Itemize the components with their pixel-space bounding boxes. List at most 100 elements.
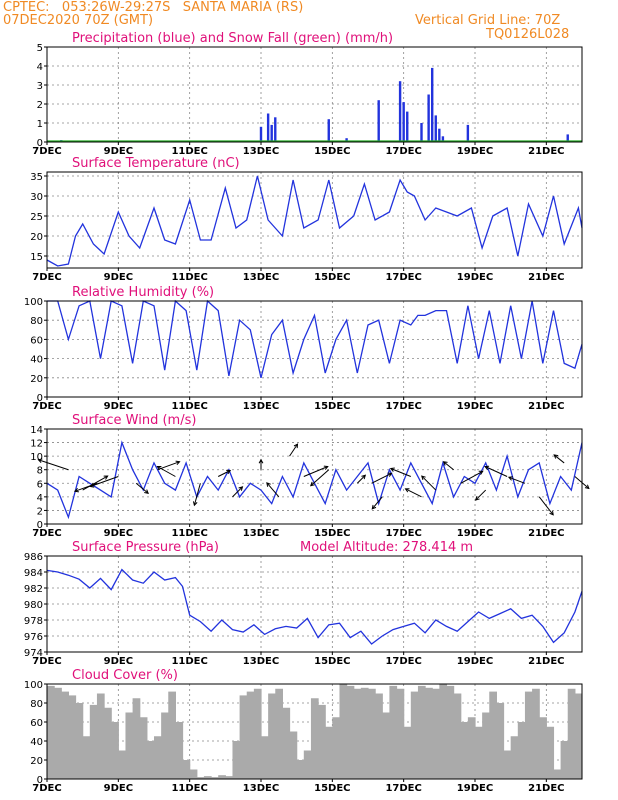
wind-vector-head xyxy=(442,461,448,466)
x-tick-label: 11DEC xyxy=(171,146,207,157)
x-tick-label: 15DEC xyxy=(314,656,350,667)
y-tick-label: 15 xyxy=(30,252,43,263)
x-tick-label: 11DEC xyxy=(171,401,207,412)
wind-vector-head xyxy=(144,489,149,494)
cloud-bar xyxy=(389,685,398,779)
y-tick-label: 0 xyxy=(37,138,43,149)
precip-bar xyxy=(431,67,434,142)
cloud-bar xyxy=(89,704,98,779)
panel-subtitle: Model Altitude: 278.414 m xyxy=(300,540,473,555)
x-tick-label: 17DEC xyxy=(385,656,421,667)
cloud-bar xyxy=(282,707,291,779)
cloud-bar xyxy=(96,693,105,779)
cloud-bar xyxy=(47,685,55,779)
wind-vector xyxy=(443,461,454,471)
cloud-bar xyxy=(439,684,448,779)
wind-vector-head xyxy=(387,472,393,477)
wind-vector-head xyxy=(156,465,162,471)
y-tick-label: 12 xyxy=(30,439,43,450)
cloud-bar xyxy=(118,750,127,779)
cloud-bar xyxy=(161,712,169,779)
cloud-bar xyxy=(54,687,62,779)
panel-title: Relative Humidity (%) xyxy=(72,285,214,300)
panel-title: Surface Temperature (nC) xyxy=(72,156,240,171)
x-tick-label: 11DEC xyxy=(171,656,207,667)
y-tick-label: 60 xyxy=(30,335,43,346)
cloud-bar xyxy=(175,722,184,779)
wind-vector-head xyxy=(474,496,480,501)
x-tick-label: 15DEC xyxy=(314,146,350,157)
y-tick-label: 20 xyxy=(30,232,43,243)
wind-vector xyxy=(405,488,422,498)
x-tick-label: 9DEC xyxy=(104,401,133,412)
cloud-bar xyxy=(246,691,255,779)
header-grid-note: Vertical Grid Line: 70Z xyxy=(415,13,561,28)
cloud-bar xyxy=(368,688,376,779)
cloud-bar xyxy=(475,726,483,779)
wind-vector-head xyxy=(258,458,264,464)
cloud-bar xyxy=(225,776,234,779)
wind-vector xyxy=(289,443,298,457)
cloud-bar xyxy=(567,688,576,779)
x-tick-label: 19DEC xyxy=(457,783,493,794)
series-line xyxy=(46,440,583,520)
precip-bar xyxy=(420,123,423,142)
wind-vector xyxy=(38,459,69,471)
series-line xyxy=(46,175,583,267)
y-tick-label: 10 xyxy=(30,452,43,463)
cloud-bar xyxy=(154,736,162,779)
wind-vector-head xyxy=(404,488,410,493)
wind-vector-head xyxy=(323,465,329,470)
cloud-bar xyxy=(75,703,84,779)
cloud-bar xyxy=(275,688,283,779)
cloud-bar xyxy=(261,736,269,779)
y-tick-label: 30 xyxy=(30,192,43,203)
y-tick-label: 986 xyxy=(24,552,43,563)
precip-bar xyxy=(377,100,380,142)
cloud-bar xyxy=(546,726,555,779)
x-tick-label: 19DEC xyxy=(457,272,493,283)
y-tick-label: 20 xyxy=(30,374,43,385)
wind-vector xyxy=(82,475,108,491)
x-tick-label: 9DEC xyxy=(104,783,133,794)
cloud-bar xyxy=(360,687,369,779)
y-tick-label: 5 xyxy=(37,43,43,54)
cloud-bar xyxy=(296,760,305,779)
header-date: 07DEC2020 70Z (GMT) xyxy=(3,13,154,28)
wind-vector xyxy=(266,482,280,498)
cloud-bar xyxy=(82,736,91,779)
x-tick-label: 17DEC xyxy=(385,146,421,157)
wind-vector-head xyxy=(421,475,426,481)
wind-vector xyxy=(193,483,201,506)
wind-vector-head xyxy=(507,476,513,481)
y-tick-label: 2 xyxy=(37,100,43,111)
wind-vector xyxy=(303,466,328,477)
precip-bar xyxy=(466,124,470,142)
y-tick-label: 982 xyxy=(24,584,43,595)
wind-vector xyxy=(356,474,366,484)
x-tick-label: 17DEC xyxy=(385,783,421,794)
y-tick-label: 40 xyxy=(30,355,43,366)
series-line xyxy=(47,299,583,378)
y-tick-label: 974 xyxy=(24,648,43,659)
cloud-bar xyxy=(132,698,141,779)
wind-vector-head xyxy=(478,470,484,475)
cloud-bar xyxy=(189,769,198,779)
cloud-bar xyxy=(203,776,212,779)
precip-bar xyxy=(270,124,273,142)
cloud-bar xyxy=(539,717,547,779)
y-tick-label: 35 xyxy=(30,172,43,183)
precip-bar xyxy=(438,128,441,142)
precip-bar xyxy=(345,138,348,142)
y-tick-label: 0 xyxy=(37,393,43,404)
plot-frame xyxy=(46,300,583,398)
cloud-bar xyxy=(432,688,440,779)
precip-bar xyxy=(274,117,277,142)
cloud-bar xyxy=(303,750,312,779)
x-tick-label: 19DEC xyxy=(457,401,493,412)
x-tick-label: 21DEC xyxy=(528,272,564,283)
header-model-id: TQ0126L028 xyxy=(486,27,570,42)
wind-vector-head xyxy=(175,460,181,466)
cloud-bar xyxy=(182,760,191,779)
x-tick-label: 7DEC xyxy=(32,146,61,157)
